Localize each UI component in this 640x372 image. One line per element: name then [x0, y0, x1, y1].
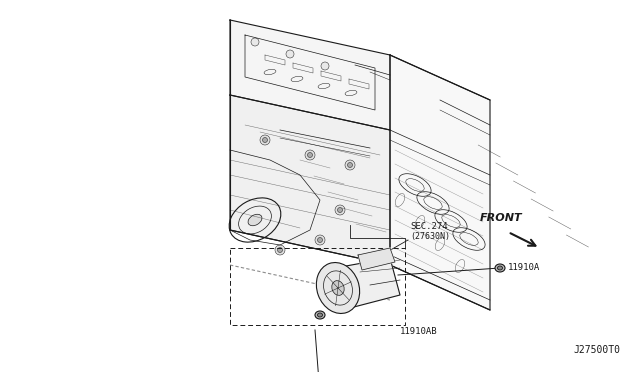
Ellipse shape — [497, 266, 502, 270]
Circle shape — [275, 245, 285, 255]
Ellipse shape — [495, 264, 505, 272]
Circle shape — [278, 247, 282, 253]
Circle shape — [305, 150, 315, 160]
Circle shape — [260, 135, 270, 145]
Circle shape — [335, 205, 345, 215]
Circle shape — [307, 153, 312, 157]
Circle shape — [315, 235, 325, 245]
Circle shape — [348, 163, 353, 167]
Text: SEC.274: SEC.274 — [410, 222, 447, 231]
Circle shape — [337, 208, 342, 212]
Ellipse shape — [332, 280, 344, 295]
Ellipse shape — [317, 313, 323, 317]
Text: J27500T0: J27500T0 — [573, 345, 620, 355]
Circle shape — [262, 138, 268, 142]
Text: 11910AB: 11910AB — [400, 327, 438, 337]
Circle shape — [317, 237, 323, 243]
Text: 11910A: 11910A — [508, 263, 540, 273]
Circle shape — [286, 50, 294, 58]
Ellipse shape — [315, 311, 325, 319]
Ellipse shape — [248, 214, 262, 226]
Circle shape — [251, 38, 259, 46]
Ellipse shape — [316, 263, 360, 314]
Polygon shape — [358, 248, 395, 270]
Text: FRONT: FRONT — [480, 213, 523, 223]
Polygon shape — [335, 258, 400, 308]
Circle shape — [321, 62, 329, 70]
Text: (27630N): (27630N) — [410, 232, 450, 241]
Circle shape — [345, 160, 355, 170]
Polygon shape — [230, 95, 390, 265]
Polygon shape — [230, 20, 390, 130]
Polygon shape — [390, 55, 490, 310]
